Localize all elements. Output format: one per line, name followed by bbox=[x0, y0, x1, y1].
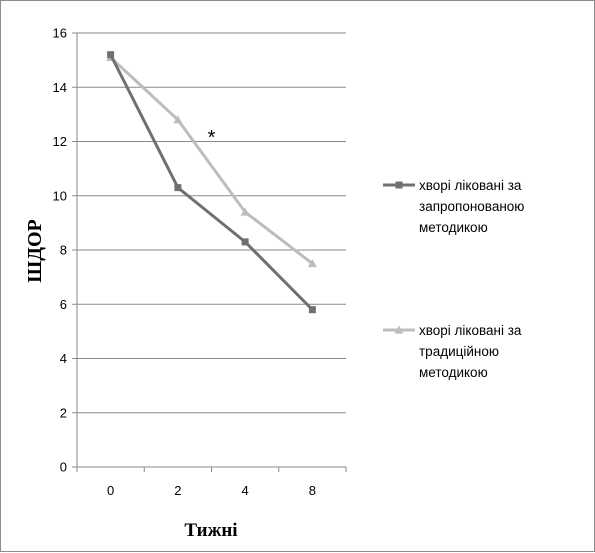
legend-label: традиційною bbox=[419, 344, 499, 359]
y-tick-labels: 0 2 4 6 8 10 12 14 16 bbox=[53, 26, 67, 475]
x-axis-label: Тижні bbox=[184, 520, 237, 541]
y-tick-label: 16 bbox=[53, 26, 67, 41]
legend-label: методикою bbox=[419, 365, 488, 380]
x-tick-label: 0 bbox=[107, 483, 114, 498]
legend-label: методикою bbox=[419, 220, 488, 235]
series-2 bbox=[106, 52, 317, 268]
axes bbox=[72, 32, 347, 472]
y-tick-label: 4 bbox=[60, 351, 67, 366]
series-line bbox=[109, 56, 314, 265]
data-point-triangle bbox=[173, 115, 183, 124]
y-tick-label: 8 bbox=[60, 243, 67, 258]
x-tick-label: 8 bbox=[309, 483, 316, 498]
data-point-square bbox=[174, 184, 182, 192]
series-lines bbox=[106, 51, 317, 314]
data-point-triangle bbox=[240, 207, 250, 216]
legend-label: хворі ліковані за bbox=[419, 323, 522, 338]
series-1 bbox=[107, 51, 316, 314]
y-tick-label: 2 bbox=[60, 405, 67, 420]
data-point-square bbox=[308, 306, 316, 314]
legend-label: хворі ліковані за bbox=[419, 178, 522, 193]
annotations: * bbox=[208, 127, 216, 149]
x-tick-label: 2 bbox=[174, 483, 181, 498]
legend-label: запропонованою bbox=[419, 199, 524, 214]
legend-item-1: хворі ліковані за запропонованою методикою bbox=[383, 178, 524, 235]
data-point-triangle bbox=[394, 325, 404, 334]
data-point-square bbox=[395, 181, 403, 189]
grid-lines bbox=[77, 32, 346, 414]
data-point-square bbox=[241, 238, 249, 246]
y-axis-label: ШДОР bbox=[24, 219, 46, 283]
legend: хворі ліковані за запропонованою методикою… bbox=[383, 178, 524, 380]
y-tick-label: 14 bbox=[53, 80, 67, 95]
y-tick-label: 10 bbox=[53, 188, 67, 203]
significance-marker: * bbox=[208, 127, 216, 149]
y-tick-label: 12 bbox=[53, 134, 67, 149]
x-tick-labels: 0 2 4 8 bbox=[107, 483, 316, 498]
x-tick-label: 4 bbox=[242, 483, 249, 498]
legend-item-2: хворі ліковані за традиційною методикою bbox=[383, 323, 522, 380]
data-point-square bbox=[107, 51, 115, 59]
series-line bbox=[109, 54, 314, 311]
y-tick-label: 6 bbox=[60, 297, 67, 312]
data-point-triangle bbox=[307, 259, 317, 268]
y-tick-label: 0 bbox=[60, 460, 67, 475]
